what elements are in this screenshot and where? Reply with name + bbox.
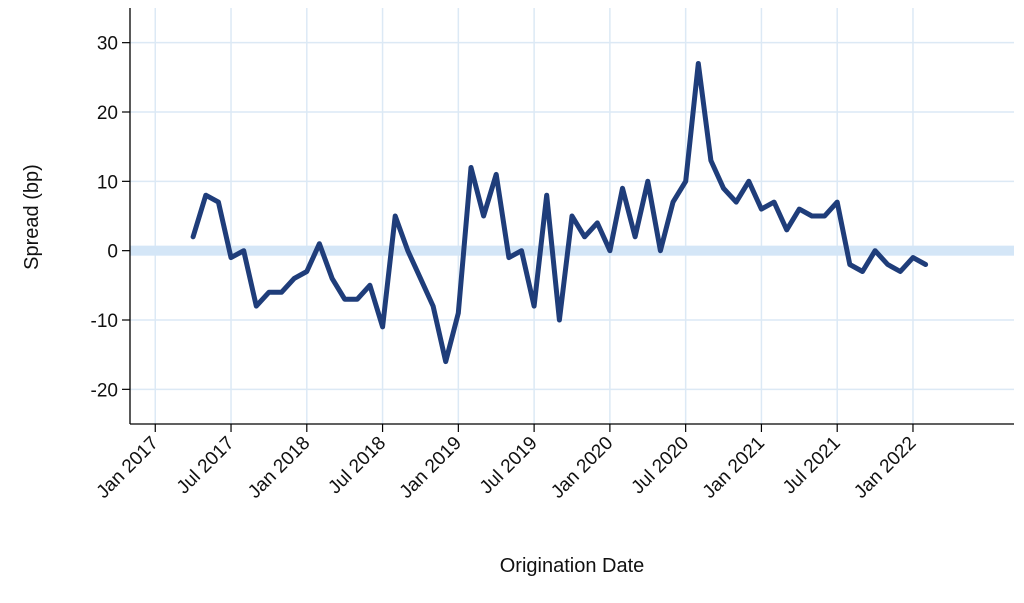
y-tick-label: 0 (107, 242, 118, 263)
x-tick-labels: Jan 2017 Jul 2017 Jan 2018 Jul 2018 Jan 2019… (93, 433, 921, 503)
x-tick-label: Jan 2017 (93, 433, 163, 503)
x-tick-label: Jan 2021 (699, 433, 769, 503)
y-tick-label: -20 (91, 380, 118, 401)
y-tick-labels: -20 -10 0 10 20 30 (91, 34, 118, 402)
x-tick-label: Jul 2020 (628, 433, 694, 499)
zero-reference-band (130, 245, 1014, 256)
y-axis-title: Spread (bp) (21, 164, 43, 270)
y-tick-label: -10 (91, 311, 118, 332)
y-tick-label: 20 (97, 103, 118, 124)
x-tick-label: Jan 2018 (244, 433, 314, 503)
x-tick-label: Jul 2021 (779, 433, 845, 499)
series-layer (190, 61, 929, 365)
axes (122, 8, 1014, 432)
x-tick-label: Jul 2018 (324, 433, 390, 499)
series-line (190, 61, 929, 365)
x-tick-label: Jan 2020 (547, 433, 617, 503)
x-tick-label: Jan 2019 (396, 433, 466, 503)
x-tick-label: Jul 2019 (476, 433, 542, 499)
y-tick-label: 30 (97, 34, 118, 55)
x-tick-label: Jan 2022 (850, 433, 920, 503)
x-axis-title: Origination Date (500, 555, 645, 577)
y-tick-label: 10 (97, 172, 118, 193)
x-tick-label: Jul 2017 (173, 433, 239, 499)
